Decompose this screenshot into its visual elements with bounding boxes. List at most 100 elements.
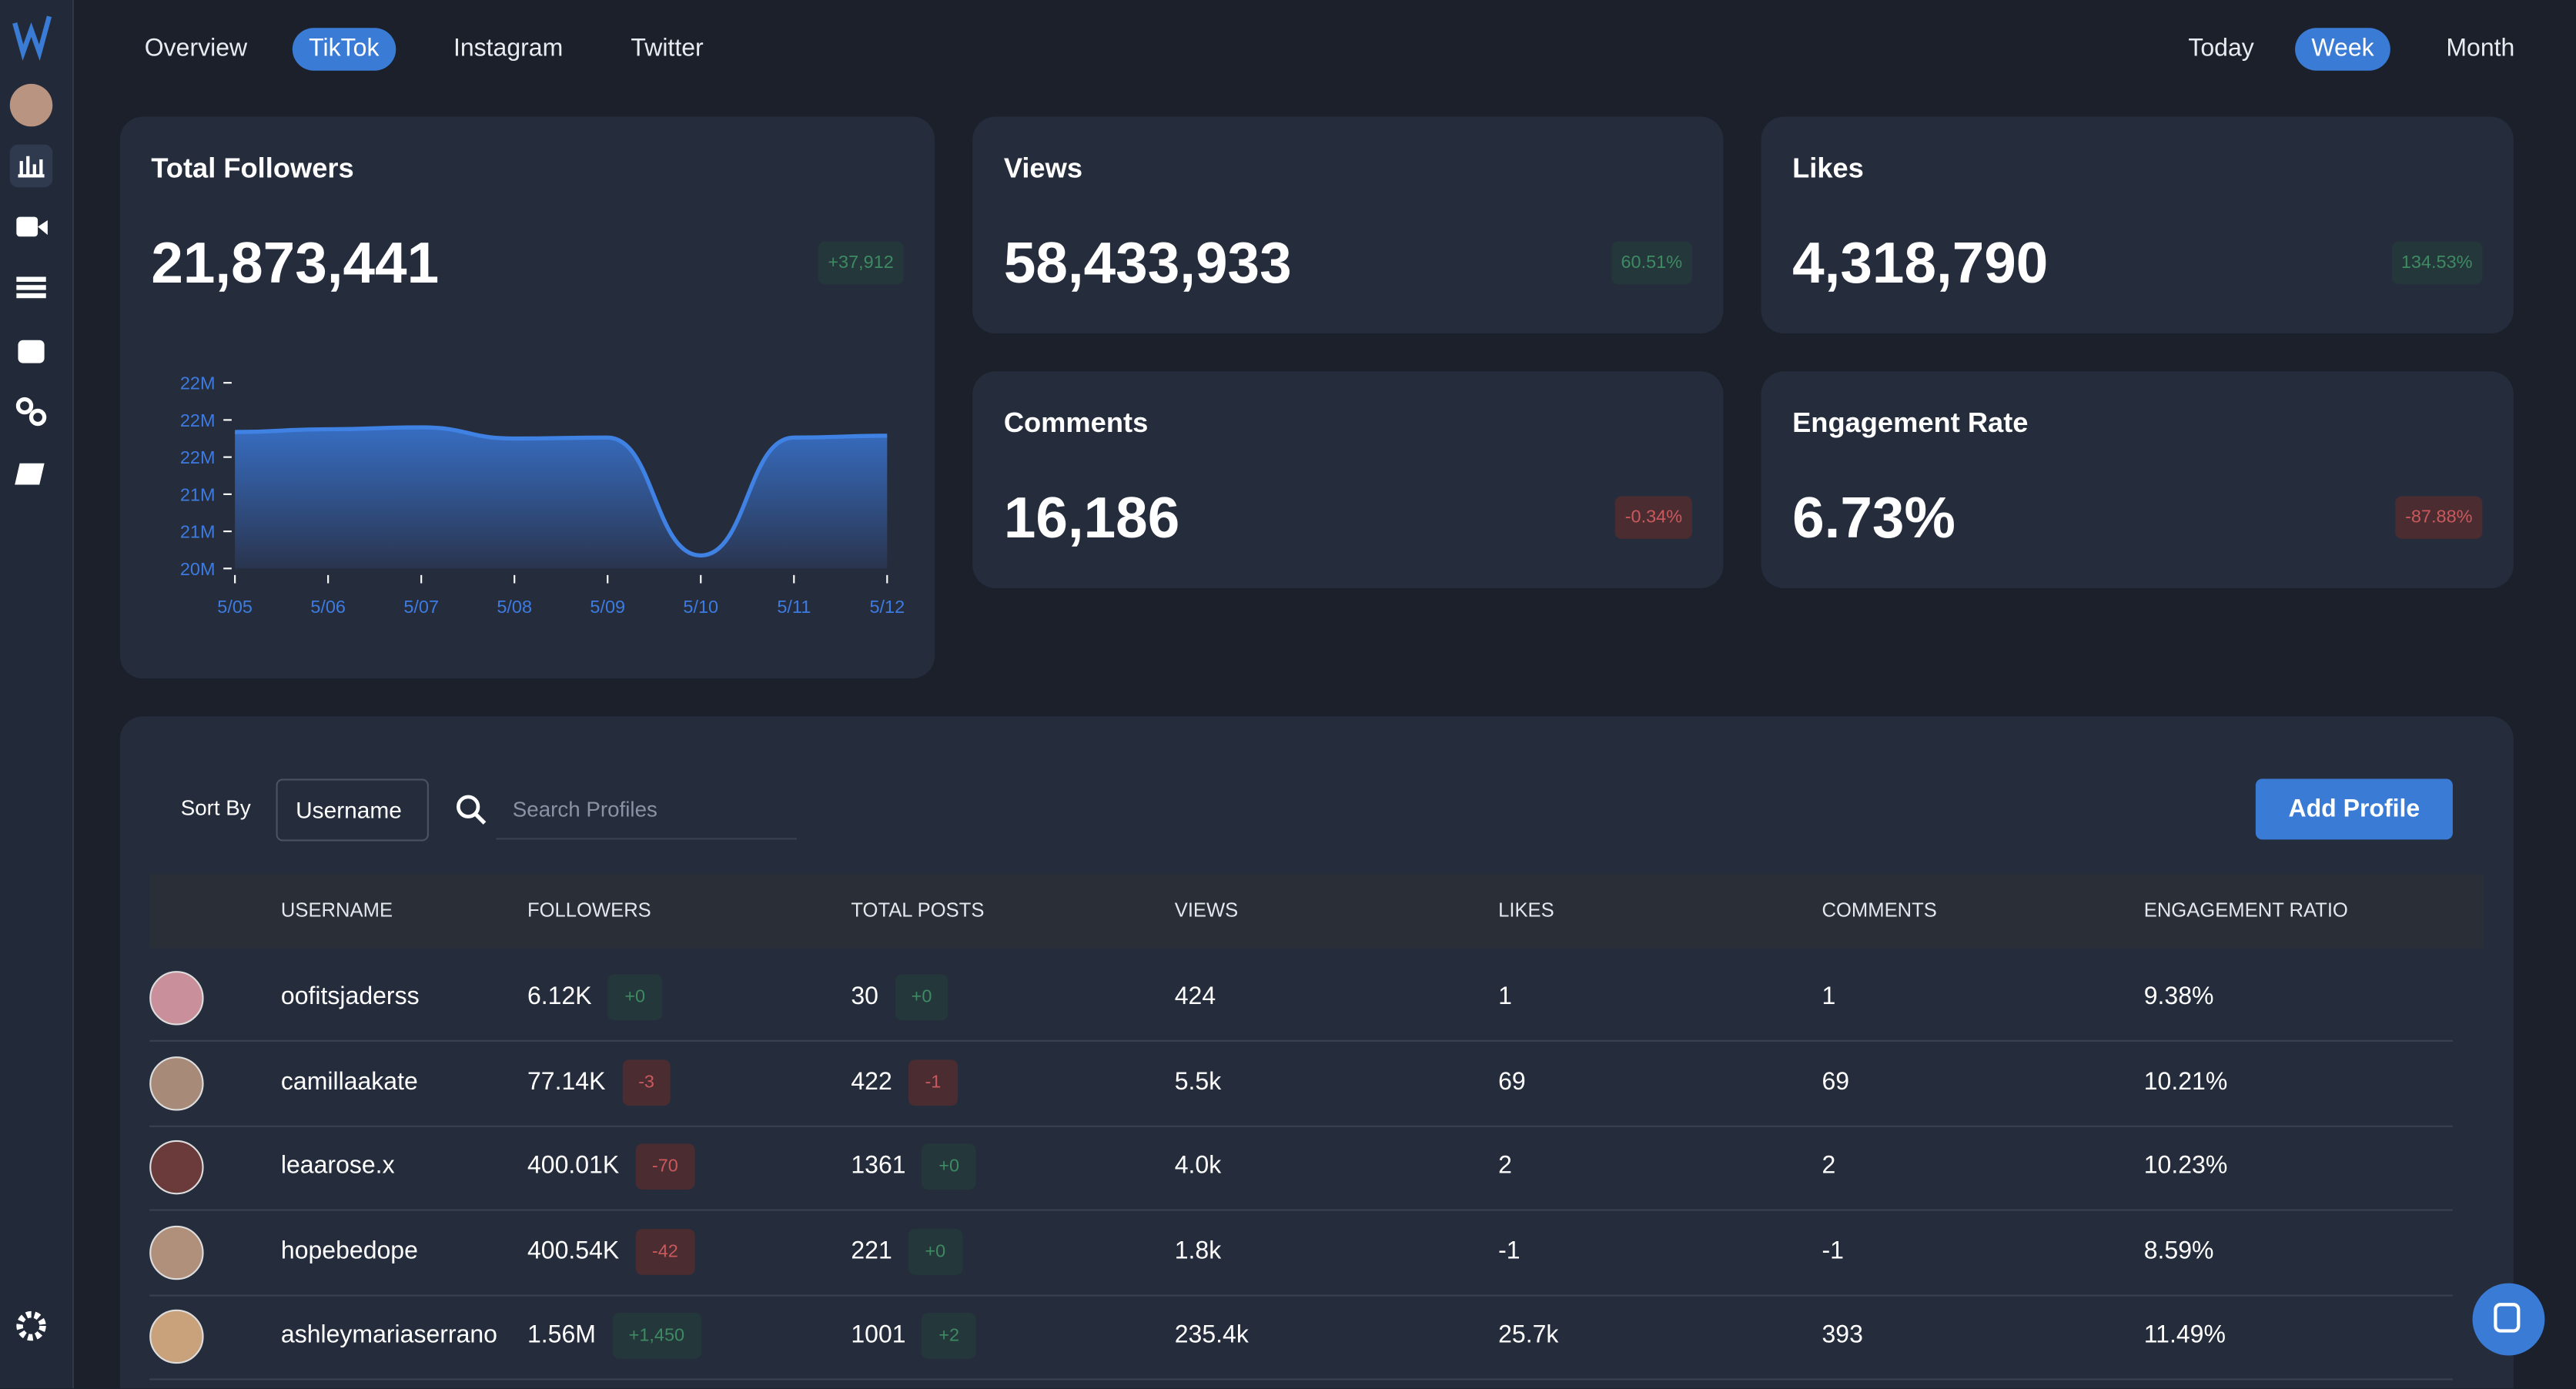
list-icon[interactable] xyxy=(16,276,46,299)
cell-value: 69 xyxy=(1822,1066,1850,1096)
platform-tab[interactable]: TikTok xyxy=(292,28,396,71)
table-cell: 235.4k xyxy=(1175,1311,1249,1361)
platform-tab[interactable]: Overview xyxy=(144,34,248,63)
chart-icon xyxy=(18,156,45,178)
cell-value: 221 xyxy=(851,1236,892,1265)
area-fill xyxy=(235,427,888,569)
stat-card: Likes 4,318,790 134.53% xyxy=(1761,116,2514,334)
change-badge: +0 xyxy=(922,1143,976,1190)
cell-value: 235.4k xyxy=(1174,1320,1249,1349)
table-cell: 10.23% xyxy=(2144,1142,2228,1191)
table-cell: 69 xyxy=(1498,1057,1526,1106)
table-header xyxy=(149,874,2484,949)
card-value: 6.73% xyxy=(1792,486,1955,551)
chat-button[interactable] xyxy=(2472,1283,2545,1356)
table-cell: 221 +0 xyxy=(851,1227,962,1276)
sidebar xyxy=(0,0,75,1389)
y-tick-label: 20M xyxy=(180,559,216,579)
table-cell: 4.0k xyxy=(1175,1142,1222,1191)
table-cell: 9.38% xyxy=(2144,972,2214,1022)
period-tab[interactable]: Week xyxy=(2295,28,2390,71)
table-cell: 30 +0 xyxy=(851,972,948,1022)
cell-value: 1.56M xyxy=(527,1320,596,1349)
change-badge: +0 xyxy=(607,974,662,1021)
card-change: 60.51% xyxy=(1611,241,1692,285)
cell-value: 424 xyxy=(1174,982,1216,1011)
sort-value: Username xyxy=(296,796,402,824)
stat-card: Views 58,433,933 60.51% xyxy=(972,116,1724,334)
settings-icon[interactable] xyxy=(16,1310,46,1341)
cell-value: 9.38% xyxy=(2143,982,2214,1011)
y-tick-label: 22M xyxy=(180,447,216,467)
video-icon-lens xyxy=(38,219,48,236)
card-value: 21,873,441 xyxy=(151,231,440,296)
table-panel xyxy=(119,716,2514,1389)
column-header: USERNAME xyxy=(280,899,393,922)
avatar xyxy=(149,1140,204,1195)
x-tick-label: 5/09 xyxy=(590,597,625,617)
cell-value: camillaakate xyxy=(280,1066,418,1096)
change-badge: -3 xyxy=(621,1059,671,1106)
table-cell: 10.21% xyxy=(2144,1057,2228,1106)
cell-value: 8.59% xyxy=(2143,1236,2214,1265)
card-change: -0.34% xyxy=(1614,496,1692,539)
video-icon[interactable] xyxy=(16,216,38,237)
table-cell: 1 xyxy=(1498,972,1512,1022)
change-badge: +0 xyxy=(895,974,948,1021)
search-input[interactable]: Search Profiles xyxy=(496,778,797,840)
chat-icon xyxy=(2494,1303,2521,1333)
cell-value: -1 xyxy=(1822,1236,1844,1265)
period-tab[interactable]: Today xyxy=(2188,34,2254,63)
cell-value: 10.23% xyxy=(2143,1151,2228,1180)
card-title: Engagement Rate xyxy=(1792,407,2029,439)
cell-value: 69 xyxy=(1498,1066,1526,1096)
row-separator xyxy=(149,1209,2453,1211)
table-cell: oofitsjaderss xyxy=(281,972,420,1022)
column-header: COMMENTS xyxy=(1822,899,1937,922)
cell-value: 400.01K xyxy=(527,1151,620,1180)
table-cell: 25.7k xyxy=(1498,1311,1558,1361)
profile-icon[interactable] xyxy=(18,340,45,363)
row-separator xyxy=(149,1294,2453,1296)
cell-value: 1361 xyxy=(851,1151,906,1180)
cell-value: 422 xyxy=(851,1066,892,1096)
book-icon[interactable] xyxy=(15,463,45,485)
table-cell: 6.12K +0 xyxy=(527,972,662,1022)
avatar xyxy=(149,1056,204,1110)
avatar xyxy=(149,971,204,1026)
sort-select[interactable]: Username xyxy=(276,778,429,842)
y-tick-label: 21M xyxy=(180,522,216,542)
cell-value: 1.8k xyxy=(1174,1236,1222,1265)
cell-value: 1 xyxy=(1498,982,1512,1011)
table-cell: 1.8k xyxy=(1175,1227,1222,1276)
x-tick-label: 5/07 xyxy=(403,597,439,617)
cell-value: leaarose.x xyxy=(280,1151,395,1180)
table-cell: 69 xyxy=(1822,1057,1849,1106)
platform-tab[interactable]: Twitter xyxy=(631,34,704,63)
table-cell: -1 xyxy=(1498,1227,1520,1276)
add-profile-button[interactable]: Add Profile xyxy=(2255,778,2453,840)
link-icon-b xyxy=(28,408,47,427)
card-change: 134.53% xyxy=(2391,241,2483,285)
cell-value: -1 xyxy=(1498,1236,1521,1265)
table-cell: 8.59% xyxy=(2144,1227,2214,1276)
sort-label: Sort By xyxy=(180,795,251,820)
card-value: 58,433,933 xyxy=(1003,231,1292,296)
x-tick-label: 5/05 xyxy=(217,597,253,617)
logo[interactable] xyxy=(12,15,52,61)
table-cell: hopebedope xyxy=(281,1227,418,1276)
column-header: TOTAL POSTS xyxy=(851,899,985,922)
avatar[interactable] xyxy=(9,83,53,127)
cell-value: 25.7k xyxy=(1498,1320,1559,1349)
link-icon[interactable] xyxy=(15,397,34,415)
cell-value: 2 xyxy=(1498,1151,1512,1180)
table-cell: ashleymariaserrano xyxy=(281,1311,497,1361)
platform-tab[interactable]: Instagram xyxy=(453,34,564,63)
period-tab[interactable]: Month xyxy=(2446,34,2515,63)
change-badge: -1 xyxy=(908,1059,958,1106)
change-badge: -70 xyxy=(635,1143,695,1190)
card-change: +37,912 xyxy=(818,241,904,285)
change-badge: +2 xyxy=(922,1312,976,1359)
